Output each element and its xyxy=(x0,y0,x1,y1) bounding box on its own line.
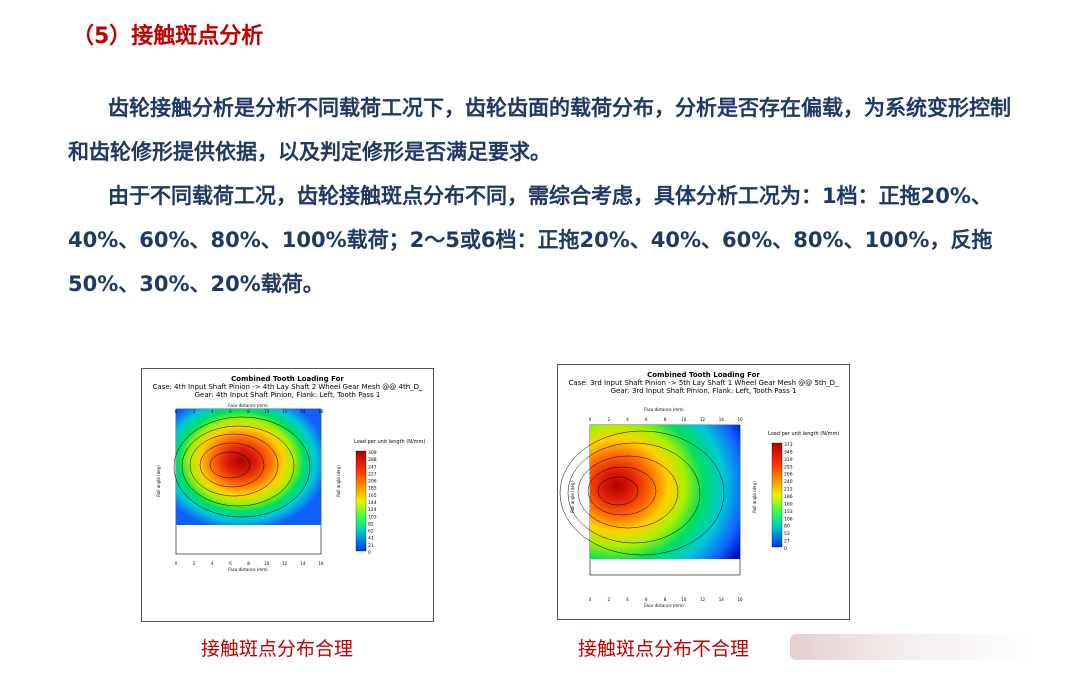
figure-1-x-tick-bottom: 8 xyxy=(247,561,250,566)
figure-2-x-tick-bottom: 0 xyxy=(589,597,592,602)
figure-1-x-tick-top: 4 xyxy=(211,409,214,414)
figure-2-legend-value: 106 xyxy=(784,516,793,522)
figure-2-legend-value: 293 xyxy=(784,464,793,470)
figure-1-x-tick-bottom: 4 xyxy=(211,561,214,566)
figure-2-title-line-1: Combined Tooth Loading For xyxy=(647,371,760,379)
figure-2-x-tick-bottom: 16 xyxy=(737,597,743,602)
figure-2-x-tick-bottom: 14 xyxy=(719,597,725,602)
figure-2-x-tick-top: 14 xyxy=(719,417,725,422)
figure-1-x-tick-top: 14 xyxy=(300,409,306,414)
figure-1-legend-bar xyxy=(355,450,367,552)
figure-1-legend-value: 288 xyxy=(368,457,377,463)
figure-2-y-label-right: Roll angle (deg) xyxy=(752,481,757,513)
figure-1-legend-value: 62 xyxy=(368,529,374,535)
paragraph-2: 由于不同载荷工况，齿轮接触斑点分布不同，需综合考虑，具体分析工况为：1档：正拖2… xyxy=(68,174,1028,306)
figure-1-y-label: Roll angle (deg) xyxy=(156,465,161,497)
figure-2-legend-value: 133 xyxy=(784,509,793,515)
paragraph-1: 齿轮接触分析是分析不同载荷工况下，齿轮齿面的载荷分布，分析是否存在偏载，为系统变… xyxy=(68,86,1028,174)
figure-2-x-tick-bottom: 4 xyxy=(626,597,629,602)
figure-2-x-tick-bottom: 2 xyxy=(607,597,610,602)
figure-2-x-tick-top: 12 xyxy=(700,417,706,422)
figure-1-legend-value: 227 xyxy=(368,471,377,477)
figure-2-y-label: Roll angle (deg) xyxy=(570,481,575,513)
figure-1-x-label-top: Face distance (mm) xyxy=(228,403,268,408)
figure-2-x-tick-bottom: 6 xyxy=(645,597,648,602)
figure-2-legend-value: 213 xyxy=(784,487,793,493)
figure-2-title-line-2: Case: 3rd Input Shaft Pinion -> 5th Lay … xyxy=(568,379,839,387)
figure-1-x-tick-top: 6 xyxy=(229,409,232,414)
figure-2-x-tick-bottom: 10 xyxy=(681,597,687,602)
figure-2-legend-value: 27 xyxy=(784,539,790,545)
contact-pattern-figure-1: Combined Tooth Loading For Case: 4th Inp… xyxy=(141,368,434,622)
figure-2-legend-bar xyxy=(771,442,783,548)
figure-2-x-tick-top: 4 xyxy=(626,417,629,422)
figure-1-x-tick-top: 8 xyxy=(247,409,250,414)
figure-2-title-line-3: Gear: 3rd Input Shaft Pinion, Flank: Lef… xyxy=(610,387,797,395)
figure-1-x-tick-bottom: 0 xyxy=(175,561,178,566)
figure-1-legend-value: 309 xyxy=(368,450,377,456)
figure-2-x-tick-top: 6 xyxy=(645,417,648,422)
figure-1-legend-value: 144 xyxy=(368,500,377,506)
figure-1-legend-value: 247 xyxy=(368,464,377,470)
figure-2-caption: 接触斑点分布不合理 xyxy=(578,638,750,660)
figure-1-x-tick-top: 2 xyxy=(193,409,196,414)
figure-2-x-tick-bottom: 12 xyxy=(700,597,706,602)
figure-1-title-line-2: Case: 4th Input Shaft Pinion -> 4th Lay … xyxy=(152,383,423,391)
figure-1-plot: 0 0 2 2 4 4 6 6 8 8 10 10 12 12 14 14 16 16 Face distance… xyxy=(156,403,425,572)
figure-2-legend-value: 240 xyxy=(784,479,793,485)
figure-1-title-line-3: Gear: 4th Input Shaft Pinion, Flank: Lef… xyxy=(194,391,381,399)
figure-2-x-label-top: Face distance (mm) xyxy=(644,407,684,412)
figure-2-legend-value: 80 xyxy=(784,524,790,530)
figure-1-x-tick-bottom: 14 xyxy=(300,561,306,566)
figure-1-x-tick-top: 0 xyxy=(175,409,178,414)
figure-1-legend-value: 103 xyxy=(368,514,377,520)
figure-2-legend-value: 346 xyxy=(784,449,793,455)
figure-2-x-label-bottom: Face distance (mm) xyxy=(644,603,684,608)
figure-2-x-tick-top: 10 xyxy=(681,417,687,422)
figure-1-title-line-1: Combined Tooth Loading For xyxy=(231,375,344,383)
figure-1-x-tick-top: 10 xyxy=(264,409,270,414)
figure-2-legend-value: 319 xyxy=(784,457,793,463)
figure-2-x-tick-top: 16 xyxy=(737,417,743,422)
figure-1-legend-value: 124 xyxy=(368,507,377,513)
figure-1-x-tick-bottom: 10 xyxy=(264,561,270,566)
watermark xyxy=(790,634,1030,660)
figure-2-x-tick-top: 2 xyxy=(607,417,610,422)
figure-1-legend-value: 185 xyxy=(368,486,377,492)
figure-1-x-tick-top: 16 xyxy=(318,409,324,414)
figure-1-x-label-bottom: Face distance (mm) xyxy=(228,567,268,572)
figure-1-x-tick-bottom: 16 xyxy=(318,561,324,566)
paragraph-1-text: 齿轮接触分析是分析不同载荷工况下，齿轮齿面的载荷分布，分析是否存在偏载，为系统变… xyxy=(68,96,1011,164)
figure-1-x-tick-bottom: 6 xyxy=(229,561,232,566)
contact-pattern-figure-2: Combined Tooth Loading For Case: 3rd Inp… xyxy=(557,364,850,620)
figure-1-x-tick-bottom: 12 xyxy=(282,561,288,566)
figure-1-y-label-right: Roll angle (deg) xyxy=(336,465,341,497)
figure-2-legend-value: 160 xyxy=(784,501,793,507)
paragraph-2-text: 由于不同载荷工况，齿轮接触斑点分布不同，需综合考虑，具体分析工况为：1档：正拖2… xyxy=(68,184,993,296)
figure-2-legend-title: Load per unit length (N/mm) xyxy=(768,431,839,437)
section-heading: （5）接触斑点分析 xyxy=(72,24,264,49)
figure-1-legend-value: 165 xyxy=(368,493,377,499)
figure-1-caption: 接触斑点分布合理 xyxy=(201,638,354,660)
figure-1-x-tick-bottom: 2 xyxy=(193,561,196,566)
figure-2-legend-value: 266 xyxy=(784,472,793,478)
figure-2-x-tick-top: 8 xyxy=(664,417,667,422)
figure-2-legend-value: 186 xyxy=(784,494,793,500)
figure-2-legend-value: 373 xyxy=(784,442,793,448)
figure-1-legend-value: 21 xyxy=(368,543,374,549)
figure-1-legend-value: 41 xyxy=(368,536,374,542)
figure-1-x-tick-top: 12 xyxy=(282,409,288,414)
figure-2-x-tick-top: 0 xyxy=(589,417,592,422)
figure-2-plot: 0 0 2 2 4 4 6 6 8 8 10 10 12 12 14 14 16 16 Face distance… xyxy=(559,407,839,608)
figure-1-legend-title: Load per unit length (N/mm) xyxy=(354,439,425,445)
figure-2-legend-value: 53 xyxy=(784,531,790,537)
figure-1-legend-value: 82 xyxy=(368,521,374,527)
figure-1-legend-value: 0 xyxy=(368,550,371,556)
figure-2-x-tick-bottom: 8 xyxy=(664,597,667,602)
figure-2-legend-value: 0 xyxy=(784,546,787,552)
figure-1-legend-value: 206 xyxy=(368,479,377,485)
